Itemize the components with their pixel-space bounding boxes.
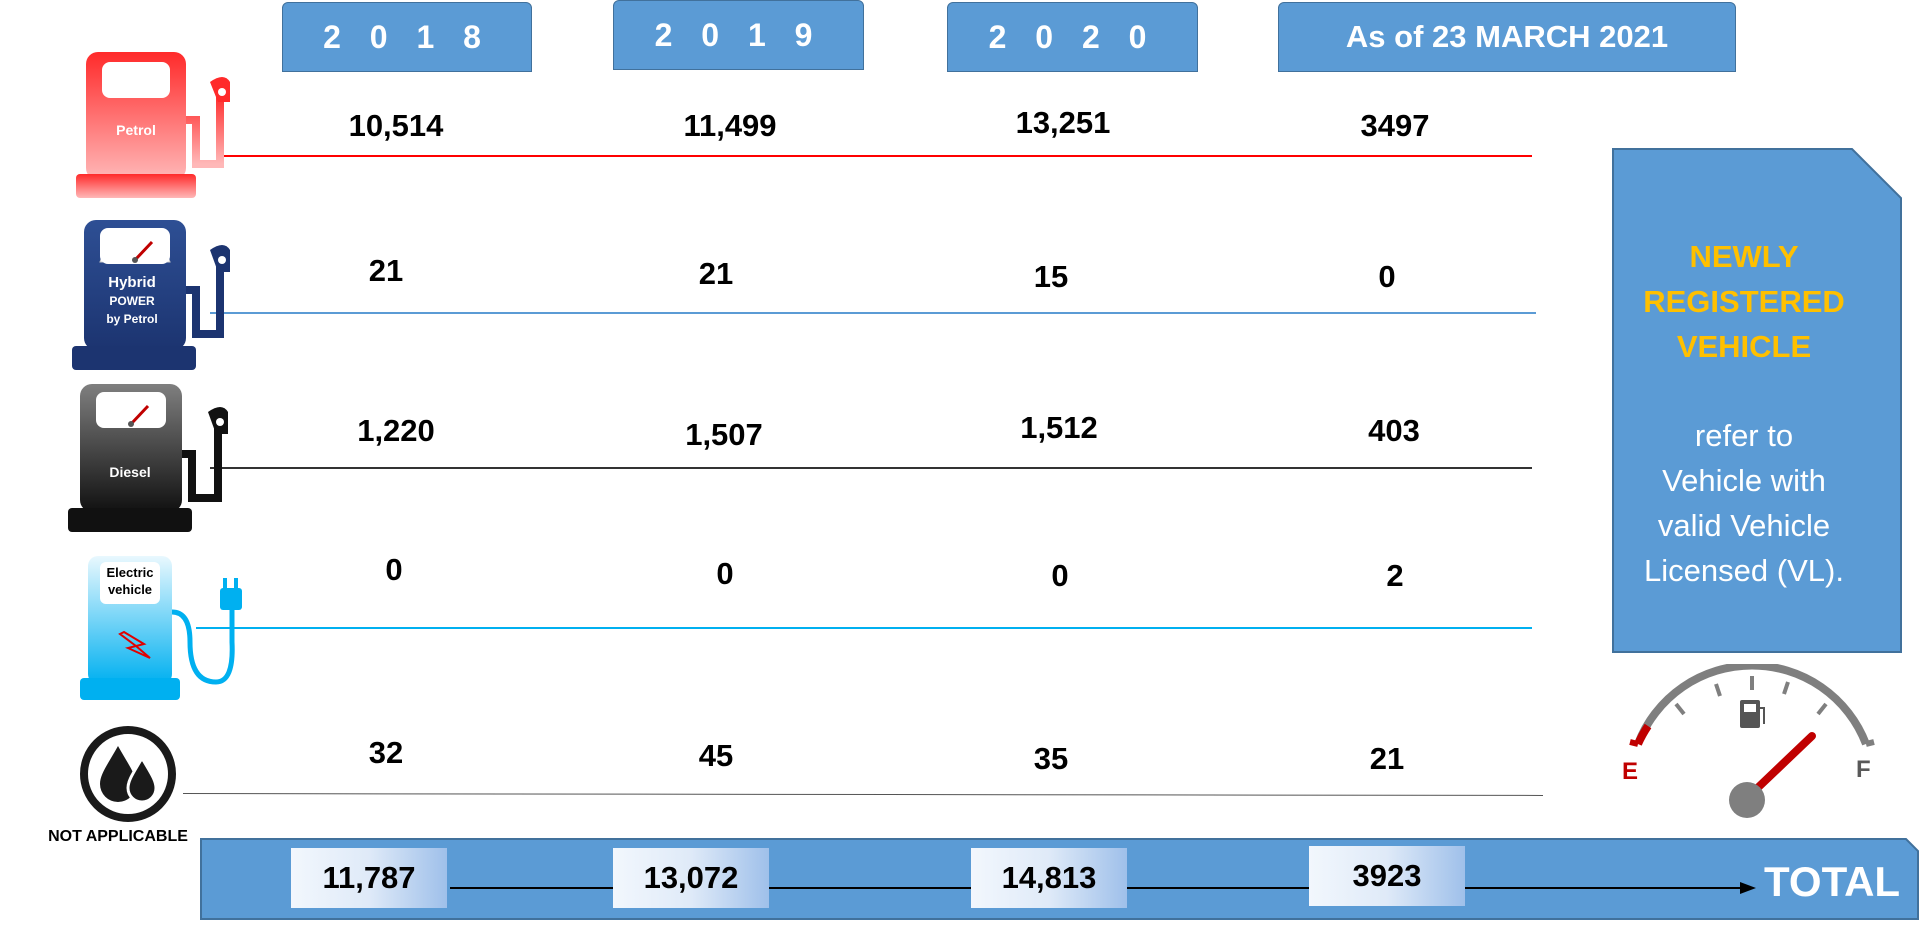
hybrid-pump-icon: [72, 220, 242, 370]
total-2021-value: 3923: [1309, 846, 1465, 906]
diesel-label: Diesel: [109, 464, 151, 480]
electric-label-line1: Electric: [106, 565, 154, 580]
note-heading-line1: NEWLY: [1689, 239, 1799, 274]
diesel-pump-icon: [68, 384, 240, 532]
petrol-2018-value: 10,514: [348, 108, 444, 143]
hybrid-2020-value: 15: [1033, 259, 1069, 294]
electric-charger-icon: [78, 552, 242, 702]
diesel-2018-value: 1,220: [357, 413, 435, 448]
hybrid-2019-value: 21: [698, 256, 734, 291]
column-header-2018: 2 0 1 8: [282, 2, 532, 72]
diesel-2021-value: 403: [1368, 413, 1420, 448]
total-2019-value: 13,072: [613, 848, 769, 908]
row-divider-diesel: [210, 467, 1532, 469]
note-body-line3: valid Vehicle: [1657, 508, 1831, 543]
not-applicable-label: NOT APPLICABLE: [48, 828, 188, 845]
petrol-2021-value: 3497: [1360, 108, 1430, 143]
row-divider-hybrid: [210, 312, 1536, 314]
fuel-gauge-icon: [1616, 661, 1876, 824]
column-header-2019: 2 0 1 9: [613, 0, 864, 70]
na-2019-value: 45: [698, 738, 734, 773]
petrol-2019-value: 11,499: [683, 108, 777, 143]
petrol-pump-icon: [72, 52, 242, 200]
total-2020-value: 14,813: [971, 848, 1127, 908]
hybrid-2018-value: 21: [368, 253, 404, 288]
electric-label-line2: vehicle: [107, 582, 153, 597]
note-heading-line2: REGISTERED: [1643, 284, 1845, 319]
electric-2021-value: 2: [1386, 558, 1404, 593]
hybrid-label-line3: by Petrol: [106, 312, 158, 326]
petrol-label: Petrol: [116, 122, 156, 138]
note-heading: NEWLY REGISTERED VEHICLE: [1612, 234, 1876, 369]
row-divider-petrol: [220, 155, 1532, 157]
diesel-2019-value: 1,507: [685, 417, 763, 452]
column-header-2020: 2 0 2 0: [947, 2, 1198, 72]
diesel-2020-value: 1,512: [1020, 410, 1098, 445]
na-2021-value: 21: [1369, 741, 1405, 776]
column-header-current: As of 23 MARCH 2021: [1278, 2, 1736, 72]
row-divider-electric: [196, 627, 1532, 629]
note-body-line1: refer to: [1694, 418, 1794, 453]
na-2018-value: 32: [368, 735, 404, 770]
oil-drops-icon: [78, 724, 178, 824]
gauge-empty-label: E: [1622, 758, 1639, 785]
electric-2020-value: 0: [1051, 558, 1069, 593]
note-body-line4: Licensed (VL).: [1644, 553, 1844, 588]
electric-2019-value: 0: [716, 556, 734, 591]
newly-registered-note: [1612, 148, 1902, 653]
hybrid-label-line2: POWER: [109, 294, 155, 308]
na-2020-value: 35: [1033, 741, 1069, 776]
note-body-line2: Vehicle with: [1662, 463, 1826, 498]
gauge-full-label: F: [1856, 756, 1871, 783]
total-2018-value: 11,787: [291, 848, 447, 908]
hybrid-2021-value: 0: [1378, 259, 1396, 294]
total-label: TOTAL: [1764, 858, 1901, 905]
note-body: refer to Vehicle with valid Vehicle Lice…: [1612, 413, 1876, 593]
petrol-2020-value: 13,251: [1015, 105, 1111, 140]
note-heading-line3: VEHICLE: [1676, 329, 1812, 364]
electric-2018-value: 0: [385, 552, 403, 587]
row-divider-na: [182, 793, 1543, 796]
hybrid-label-line1: Hybrid: [108, 274, 156, 291]
